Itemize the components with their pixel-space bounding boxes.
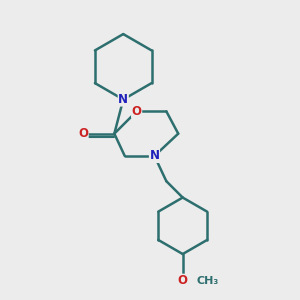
Text: O: O: [78, 127, 88, 140]
Text: O: O: [132, 105, 142, 118]
Text: N: N: [149, 149, 160, 162]
Text: CH₃: CH₃: [196, 276, 218, 286]
Text: O: O: [178, 274, 188, 287]
Text: N: N: [118, 93, 128, 106]
